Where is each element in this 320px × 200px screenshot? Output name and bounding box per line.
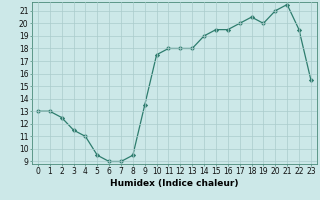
X-axis label: Humidex (Indice chaleur): Humidex (Indice chaleur) — [110, 179, 239, 188]
